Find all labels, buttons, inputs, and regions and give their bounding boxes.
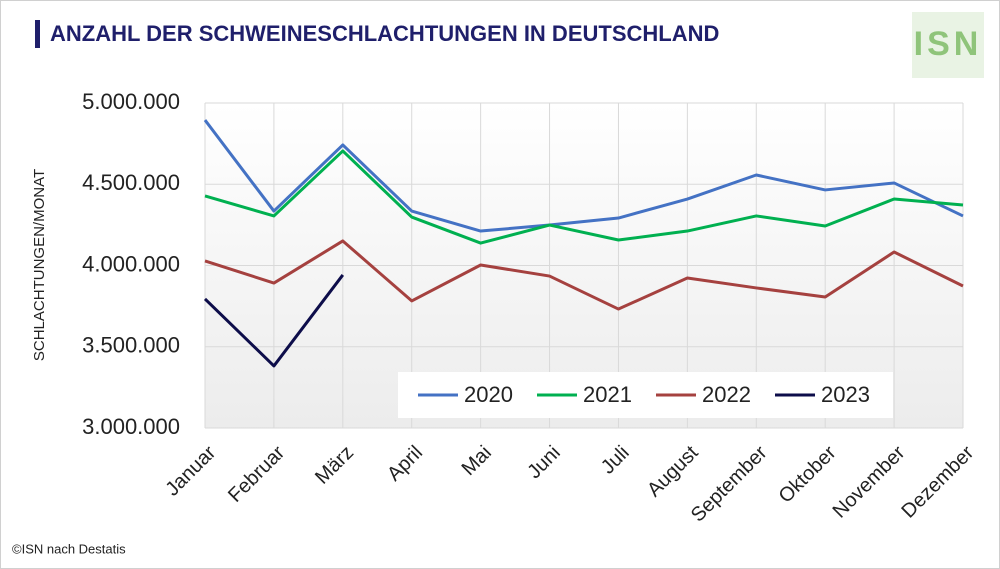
legend-label: 2023 xyxy=(821,382,870,407)
legend-label: 2021 xyxy=(583,382,632,407)
logo: ISN xyxy=(912,12,984,78)
y-tick-label: 3.500.000 xyxy=(82,333,180,358)
line-series xyxy=(203,274,345,368)
source: ©ISN nach Destatis xyxy=(12,541,126,556)
legend-label: 2020 xyxy=(464,382,513,407)
y-tick-label: 5.000.000 xyxy=(82,89,180,114)
line-series xyxy=(203,119,964,233)
legend-label: 2022 xyxy=(702,382,751,407)
logo-bg xyxy=(912,12,984,78)
line-series xyxy=(204,149,964,245)
line-series xyxy=(204,239,964,311)
title-bar xyxy=(35,20,40,48)
y-axis-label: SCHLACHTUNGEN/MONAT xyxy=(31,169,48,361)
chart-title: ANZAHL DER SCHWEINESCHLACHTUNGEN IN DEUT… xyxy=(50,21,719,46)
y-tick-label: 3.000.000 xyxy=(82,414,180,439)
logo-text: ISN xyxy=(914,25,983,63)
y-tick-label: 4.500.000 xyxy=(82,170,180,195)
y-tick-label: 4.000.000 xyxy=(82,251,180,276)
